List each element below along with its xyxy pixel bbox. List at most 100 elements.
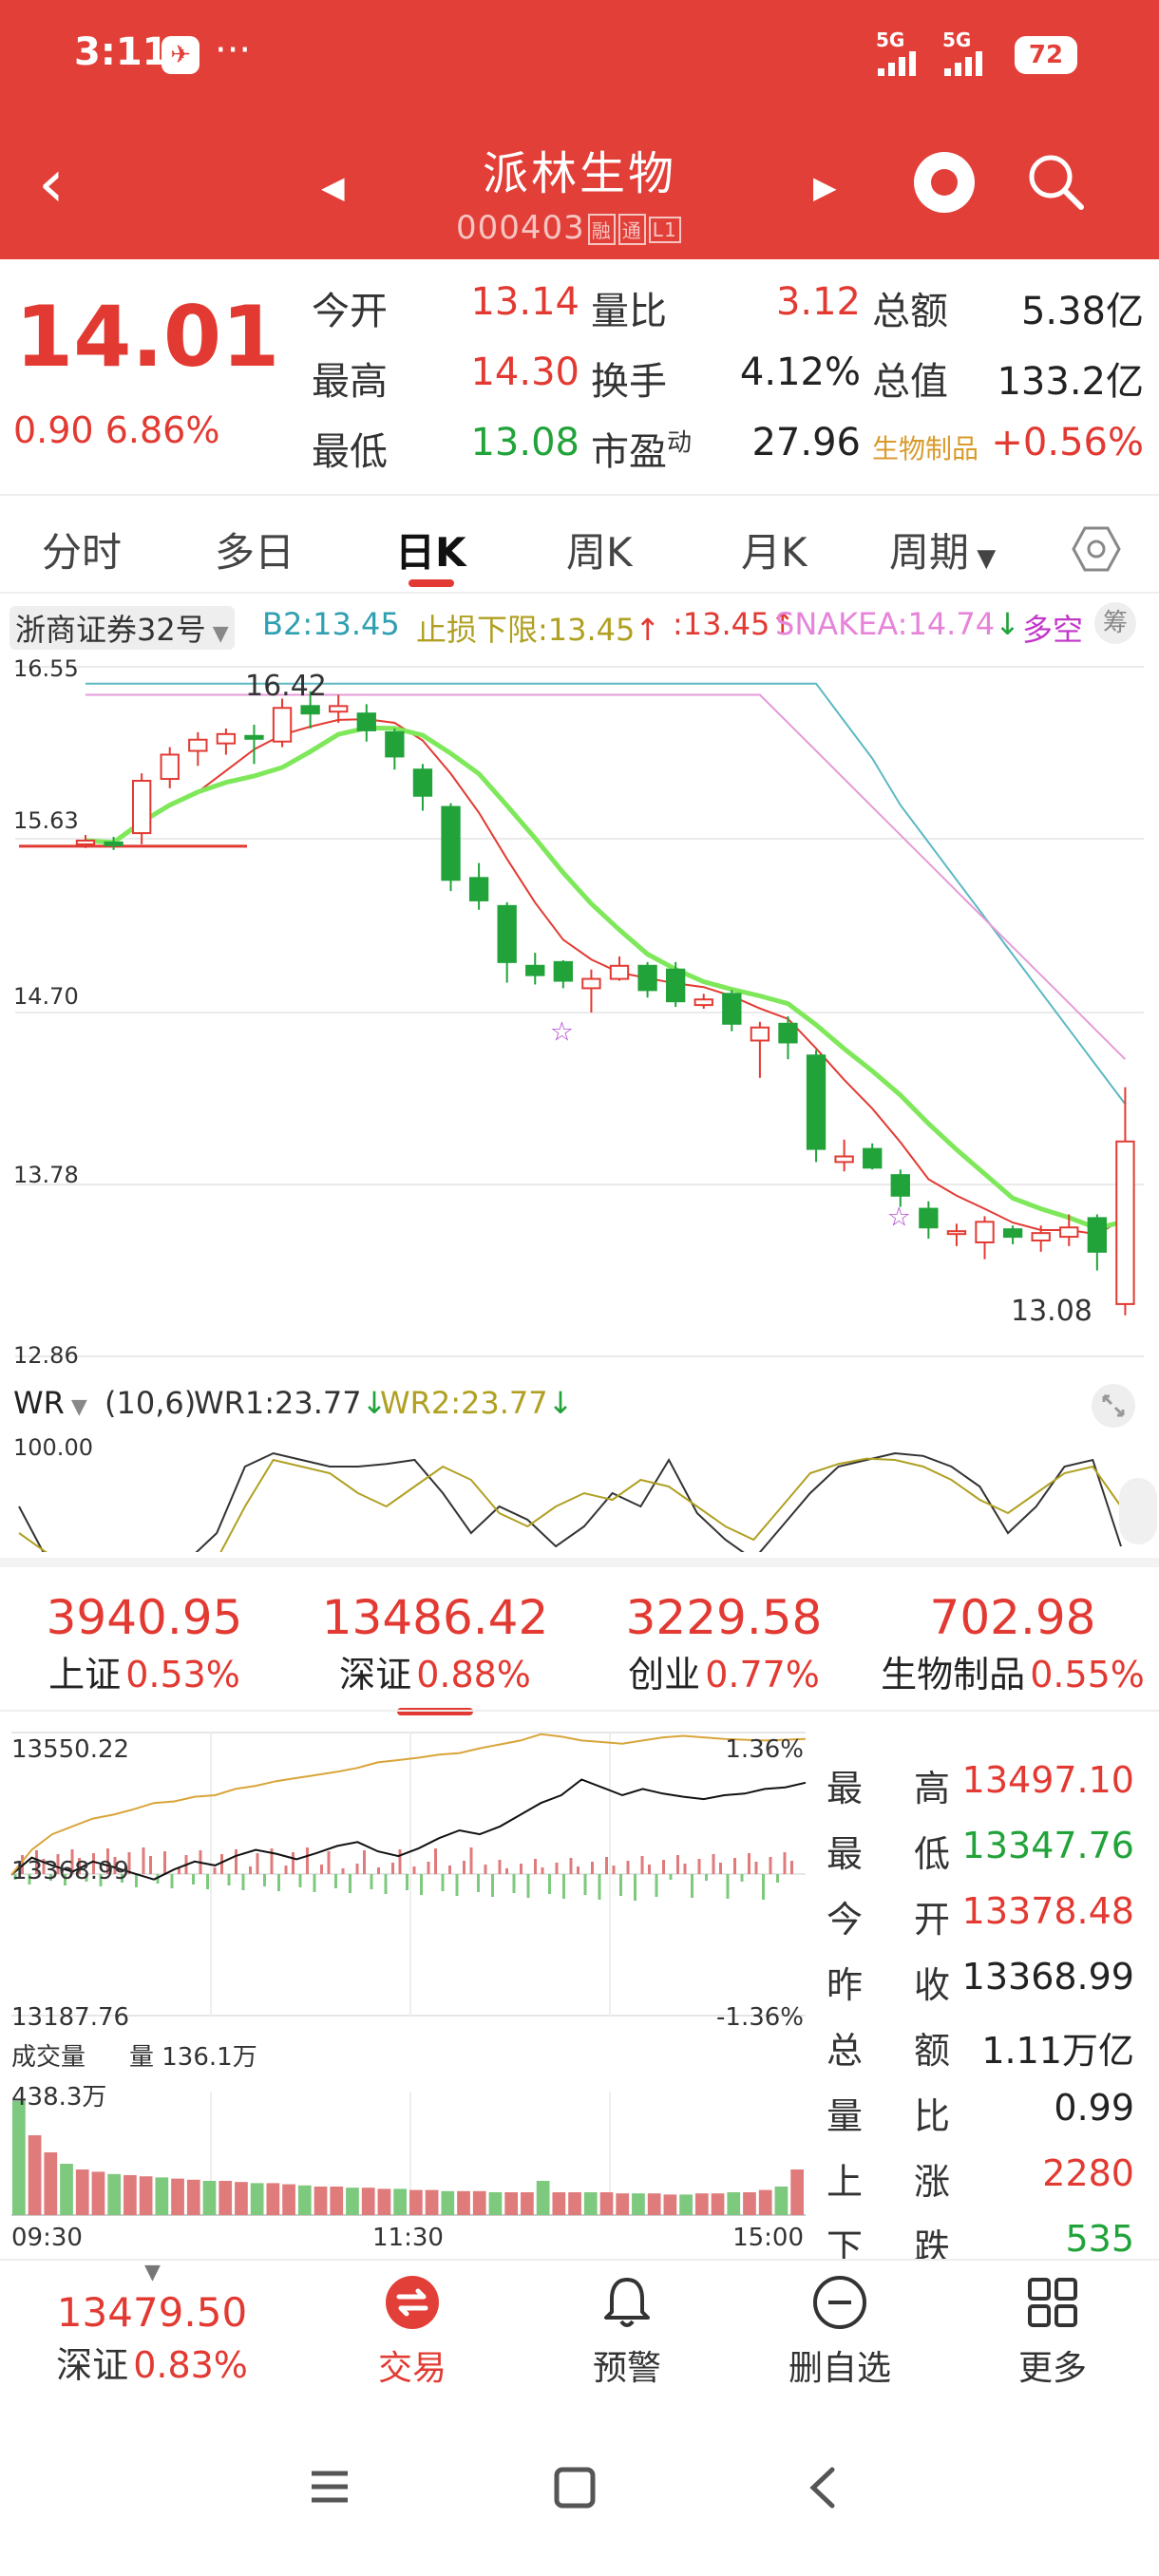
volume-bar — [409, 2189, 423, 2215]
volume-bar — [536, 2181, 550, 2215]
sector-value: +0.56% — [991, 421, 1144, 464]
candle-body — [834, 1155, 854, 1164]
wr-selector[interactable]: WR ▼ — [13, 1385, 87, 1421]
wr-y-tick: 100.00 — [13, 1434, 93, 1461]
volume-bar — [727, 2192, 741, 2215]
stock-name: 派林生物 — [482, 147, 676, 200]
wr-params: (10,6) — [104, 1385, 197, 1421]
volume-bar — [202, 2181, 217, 2215]
volume-bar — [266, 2183, 280, 2215]
candle-body — [131, 780, 152, 835]
turnover-label: 换手 — [591, 360, 667, 404]
y-tick-label: 16.55 — [13, 655, 79, 682]
volume-bar — [218, 2181, 233, 2215]
candle-body — [441, 805, 461, 881]
volume-bar — [28, 2135, 42, 2215]
candle-body — [637, 964, 657, 992]
index-shenzhen[interactable]: 13486.42 深证 0.88% — [321, 1590, 549, 1695]
expand-icon[interactable] — [1091, 1383, 1136, 1429]
volume-bar — [155, 2177, 169, 2215]
volume-bar — [711, 2193, 725, 2215]
candle-body — [272, 707, 293, 743]
high-label: 最高 — [312, 360, 388, 404]
vol-ratio-value: 3.12 — [775, 280, 861, 324]
volume-bar — [314, 2187, 328, 2215]
volume-bar — [694, 2193, 709, 2215]
candle-body — [356, 712, 376, 731]
index-shanghai[interactable]: 3940.95 上证 0.53% — [46, 1590, 243, 1695]
candle-body — [497, 904, 517, 963]
strategy-selector[interactable]: 浙商证券32号 ▼ — [10, 606, 235, 650]
nav-alert[interactable]: 预警 — [542, 2274, 712, 2390]
stat-vol-ratio: 量比 0.99 — [826, 2087, 1134, 2137]
assistant-icon[interactable] — [914, 152, 975, 213]
volume-bar — [171, 2178, 184, 2215]
signal-label-1: 5G — [876, 28, 905, 51]
index-intraday-panel[interactable]: 13550.22 13368.99 13187.76 1.36% -1.36% … — [0, 1710, 1159, 2268]
index-intraday-chart[interactable]: 13550.22 13368.99 13187.76 1.36% -1.36% … — [0, 1712, 817, 2258]
index-biotech[interactable]: 702.98 生物制品 0.55% — [881, 1590, 1145, 1695]
volume-bar — [346, 2188, 359, 2215]
volume-bar — [44, 2152, 58, 2215]
nav-remove-watchlist[interactable]: 删自选 — [754, 2274, 925, 2390]
low-value: 13.08 — [470, 421, 580, 464]
settings-icon[interactable] — [1072, 524, 1121, 574]
stock-code: 000403 — [456, 209, 585, 247]
wr-series-line — [18, 1451, 1122, 1552]
candle-body — [581, 977, 601, 990]
menu-icon[interactable] — [312, 2471, 348, 2503]
back-icon[interactable]: ‹ — [38, 144, 65, 222]
pe-label: 市盈动 — [591, 428, 693, 474]
side-handle[interactable] — [1119, 1478, 1157, 1544]
tab-multiday[interactable]: 多日 — [215, 529, 295, 576]
snake-value: SNAKEA:14.74↓ — [775, 606, 1020, 642]
period-tabs: 分时 多日 日K 周K 月K 周期 ▼ — [0, 494, 1159, 594]
low-label: 最低 — [312, 430, 388, 474]
collapse-arrow-icon[interactable]: ▼ — [144, 2261, 161, 2284]
badge-margin: 融 — [587, 214, 616, 245]
nav-trade[interactable]: 交易 — [327, 2274, 498, 2390]
indicator-bar: 浙商证券32号 ▼ B2:13.45 止损下限:13.45↑ :13.45↑ S… — [0, 597, 1159, 653]
bottom-nav: ▼ 13479.50 深证 0.83% 交易 预警 删自选 更多 — [0, 2259, 1159, 2401]
trade-icon — [386, 2276, 439, 2329]
volume-bar — [60, 2164, 73, 2215]
low-annotation: 13.08 — [1011, 1295, 1092, 1328]
tab-weekly-k[interactable]: 周K — [566, 529, 633, 576]
search-icon[interactable] — [1026, 152, 1085, 211]
candle-body — [160, 753, 180, 781]
kline-chart[interactable]: ☆☆ 16.55 15.63 14.70 13.78 12.86 16.42 1… — [0, 655, 1159, 1377]
index-chinext[interactable]: 3229.58 创业 0.77% — [625, 1590, 823, 1695]
candle-body — [244, 734, 264, 740]
next-stock-icon[interactable]: ▶ — [813, 169, 837, 205]
x-tick-open: 09:30 — [11, 2224, 83, 2252]
system-nav-bar — [312, 2467, 835, 2509]
x-tick-noon: 11:30 — [372, 2224, 444, 2252]
tab-monthly-k[interactable]: 月K — [741, 529, 808, 576]
candle-body — [890, 1174, 910, 1197]
volume-bar — [91, 2171, 105, 2215]
kline-curves — [19, 682, 1127, 1236]
back-nav-icon[interactable] — [809, 2467, 835, 2509]
stat-high: 最高 13497.10 — [826, 1759, 1134, 1809]
volume-bar — [186, 2179, 200, 2215]
volume-y-top: 438.3万 — [11, 2083, 106, 2112]
prev-stock-icon[interactable]: ◀ — [321, 169, 345, 205]
nav-more[interactable]: 更多 — [967, 2274, 1138, 2390]
signal-label-2: 5G — [942, 28, 972, 51]
ma-long-line — [86, 682, 1127, 1106]
remove-circle-icon — [813, 2276, 866, 2329]
volume-bar — [632, 2193, 645, 2215]
tab-intraday[interactable]: 分时 — [42, 529, 123, 576]
home-icon[interactable] — [554, 2467, 596, 2509]
app-header: 3:11 ✈ ··· 5G 5G 72 ‹ ◀ ▶ 派林生物 000403 融通 L… — [0, 0, 1159, 259]
index-ticker[interactable]: 13479.50 深证 0.83% — [56, 2289, 248, 2386]
kline-candles — [75, 691, 1135, 1316]
candle-body — [722, 993, 742, 1025]
volume-bar — [441, 2190, 455, 2215]
chip-button[interactable]: 筹 — [1094, 602, 1136, 644]
wr-indicator-bar: WR ▼ (10,6) WR1:23.77↓ WR2:23.77↓ — [0, 1377, 1159, 1430]
tab-period[interactable]: 周期 ▼ — [889, 529, 997, 576]
sector-label[interactable]: 生物制品 — [872, 433, 979, 464]
y-tick-label: 12.86 — [13, 1342, 79, 1369]
tab-daily-k[interactable]: 日K — [395, 529, 466, 576]
